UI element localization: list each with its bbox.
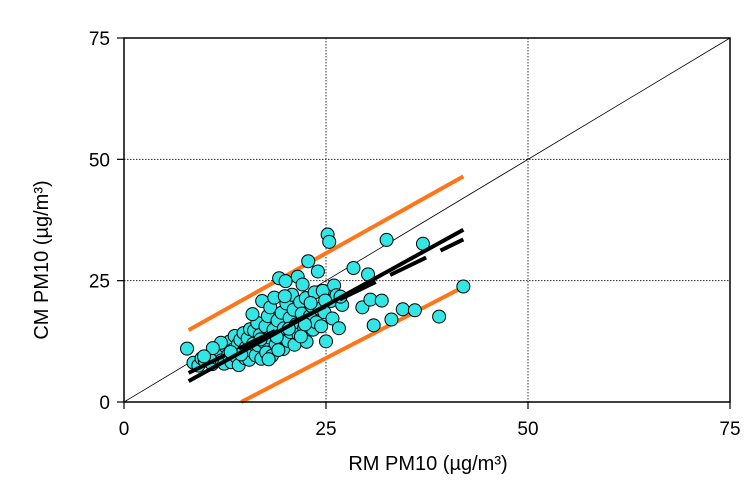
data-point [319, 334, 333, 349]
data-point [261, 352, 276, 367]
data-point [366, 318, 381, 333]
y-tick-label: 0 [99, 393, 110, 414]
data-point [277, 289, 292, 304]
data-point [322, 234, 337, 249]
data-point [245, 307, 260, 322]
data-point [379, 232, 394, 247]
data-point [331, 321, 346, 336]
x-tick-label: 0 [119, 419, 130, 440]
x-axis-title: RM PM10 (µg/m³) [348, 453, 507, 475]
x-tick-label: 50 [517, 419, 538, 440]
lower-limit-line [240, 285, 465, 404]
data-point [180, 341, 195, 356]
data-point [205, 341, 220, 356]
regression-line [187, 227, 465, 383]
data-point [407, 303, 422, 318]
data-point [303, 295, 318, 310]
regression-lines-layer [187, 227, 465, 383]
data-point [293, 329, 308, 344]
x-tick-label: 25 [315, 419, 336, 440]
data-point [346, 261, 361, 276]
plot-area-frame [123, 37, 731, 403]
data-point [325, 311, 340, 326]
data-point [301, 254, 316, 269]
upper-limit-line [187, 174, 465, 332]
y-axis-title: CM PM10 (µg/m³) [31, 180, 53, 339]
data-point [374, 293, 389, 308]
x-tick-label: 75 [719, 419, 740, 440]
data-point [310, 264, 325, 279]
data-point [395, 302, 410, 317]
data-point [196, 349, 211, 364]
reference-line [187, 237, 465, 375]
data-point [456, 279, 471, 294]
data-point [384, 312, 399, 327]
y-tick-label: 50 [89, 150, 110, 171]
y-axis-ticks: 0 25 50 75 [89, 29, 124, 414]
data-point [432, 309, 447, 324]
data-point [278, 274, 293, 289]
y-tick-label: 25 [89, 272, 110, 293]
data-point [314, 319, 329, 334]
x-axis-ticks: 0 25 50 75 [119, 402, 741, 440]
data-point [295, 277, 310, 292]
data-point [271, 343, 286, 358]
limit-lines-layer [187, 174, 465, 404]
y-tick-label: 75 [89, 29, 110, 50]
